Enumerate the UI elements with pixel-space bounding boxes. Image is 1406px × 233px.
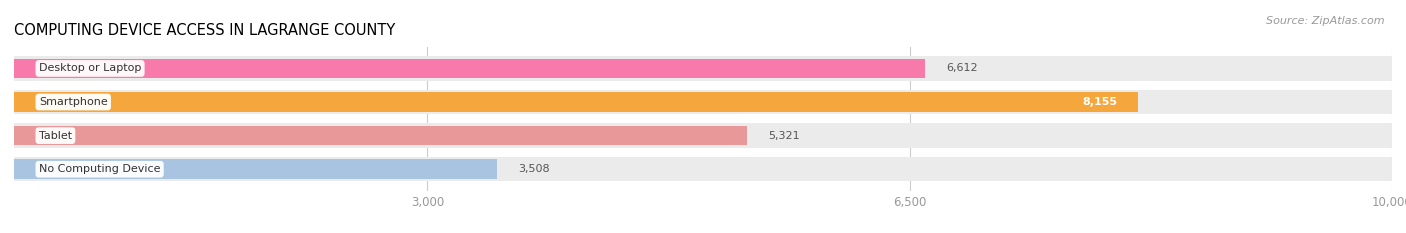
Text: 8,155: 8,155 — [1083, 97, 1116, 107]
Text: 6,612: 6,612 — [946, 63, 977, 73]
Bar — [14, 123, 1392, 148]
Text: 3,508: 3,508 — [517, 164, 550, 174]
Bar — [14, 159, 498, 179]
Text: 5,321: 5,321 — [768, 131, 800, 141]
Text: Tablet: Tablet — [39, 131, 72, 141]
Bar — [14, 126, 747, 145]
Bar — [14, 92, 1137, 112]
Text: Smartphone: Smartphone — [39, 97, 108, 107]
Text: Source: ZipAtlas.com: Source: ZipAtlas.com — [1267, 16, 1385, 26]
Text: No Computing Device: No Computing Device — [39, 164, 160, 174]
Bar — [14, 157, 1392, 181]
Bar — [14, 56, 1392, 81]
Text: COMPUTING DEVICE ACCESS IN LAGRANGE COUNTY: COMPUTING DEVICE ACCESS IN LAGRANGE COUN… — [14, 24, 395, 38]
Bar — [14, 90, 1392, 114]
Bar — [14, 59, 925, 78]
Text: Desktop or Laptop: Desktop or Laptop — [39, 63, 141, 73]
